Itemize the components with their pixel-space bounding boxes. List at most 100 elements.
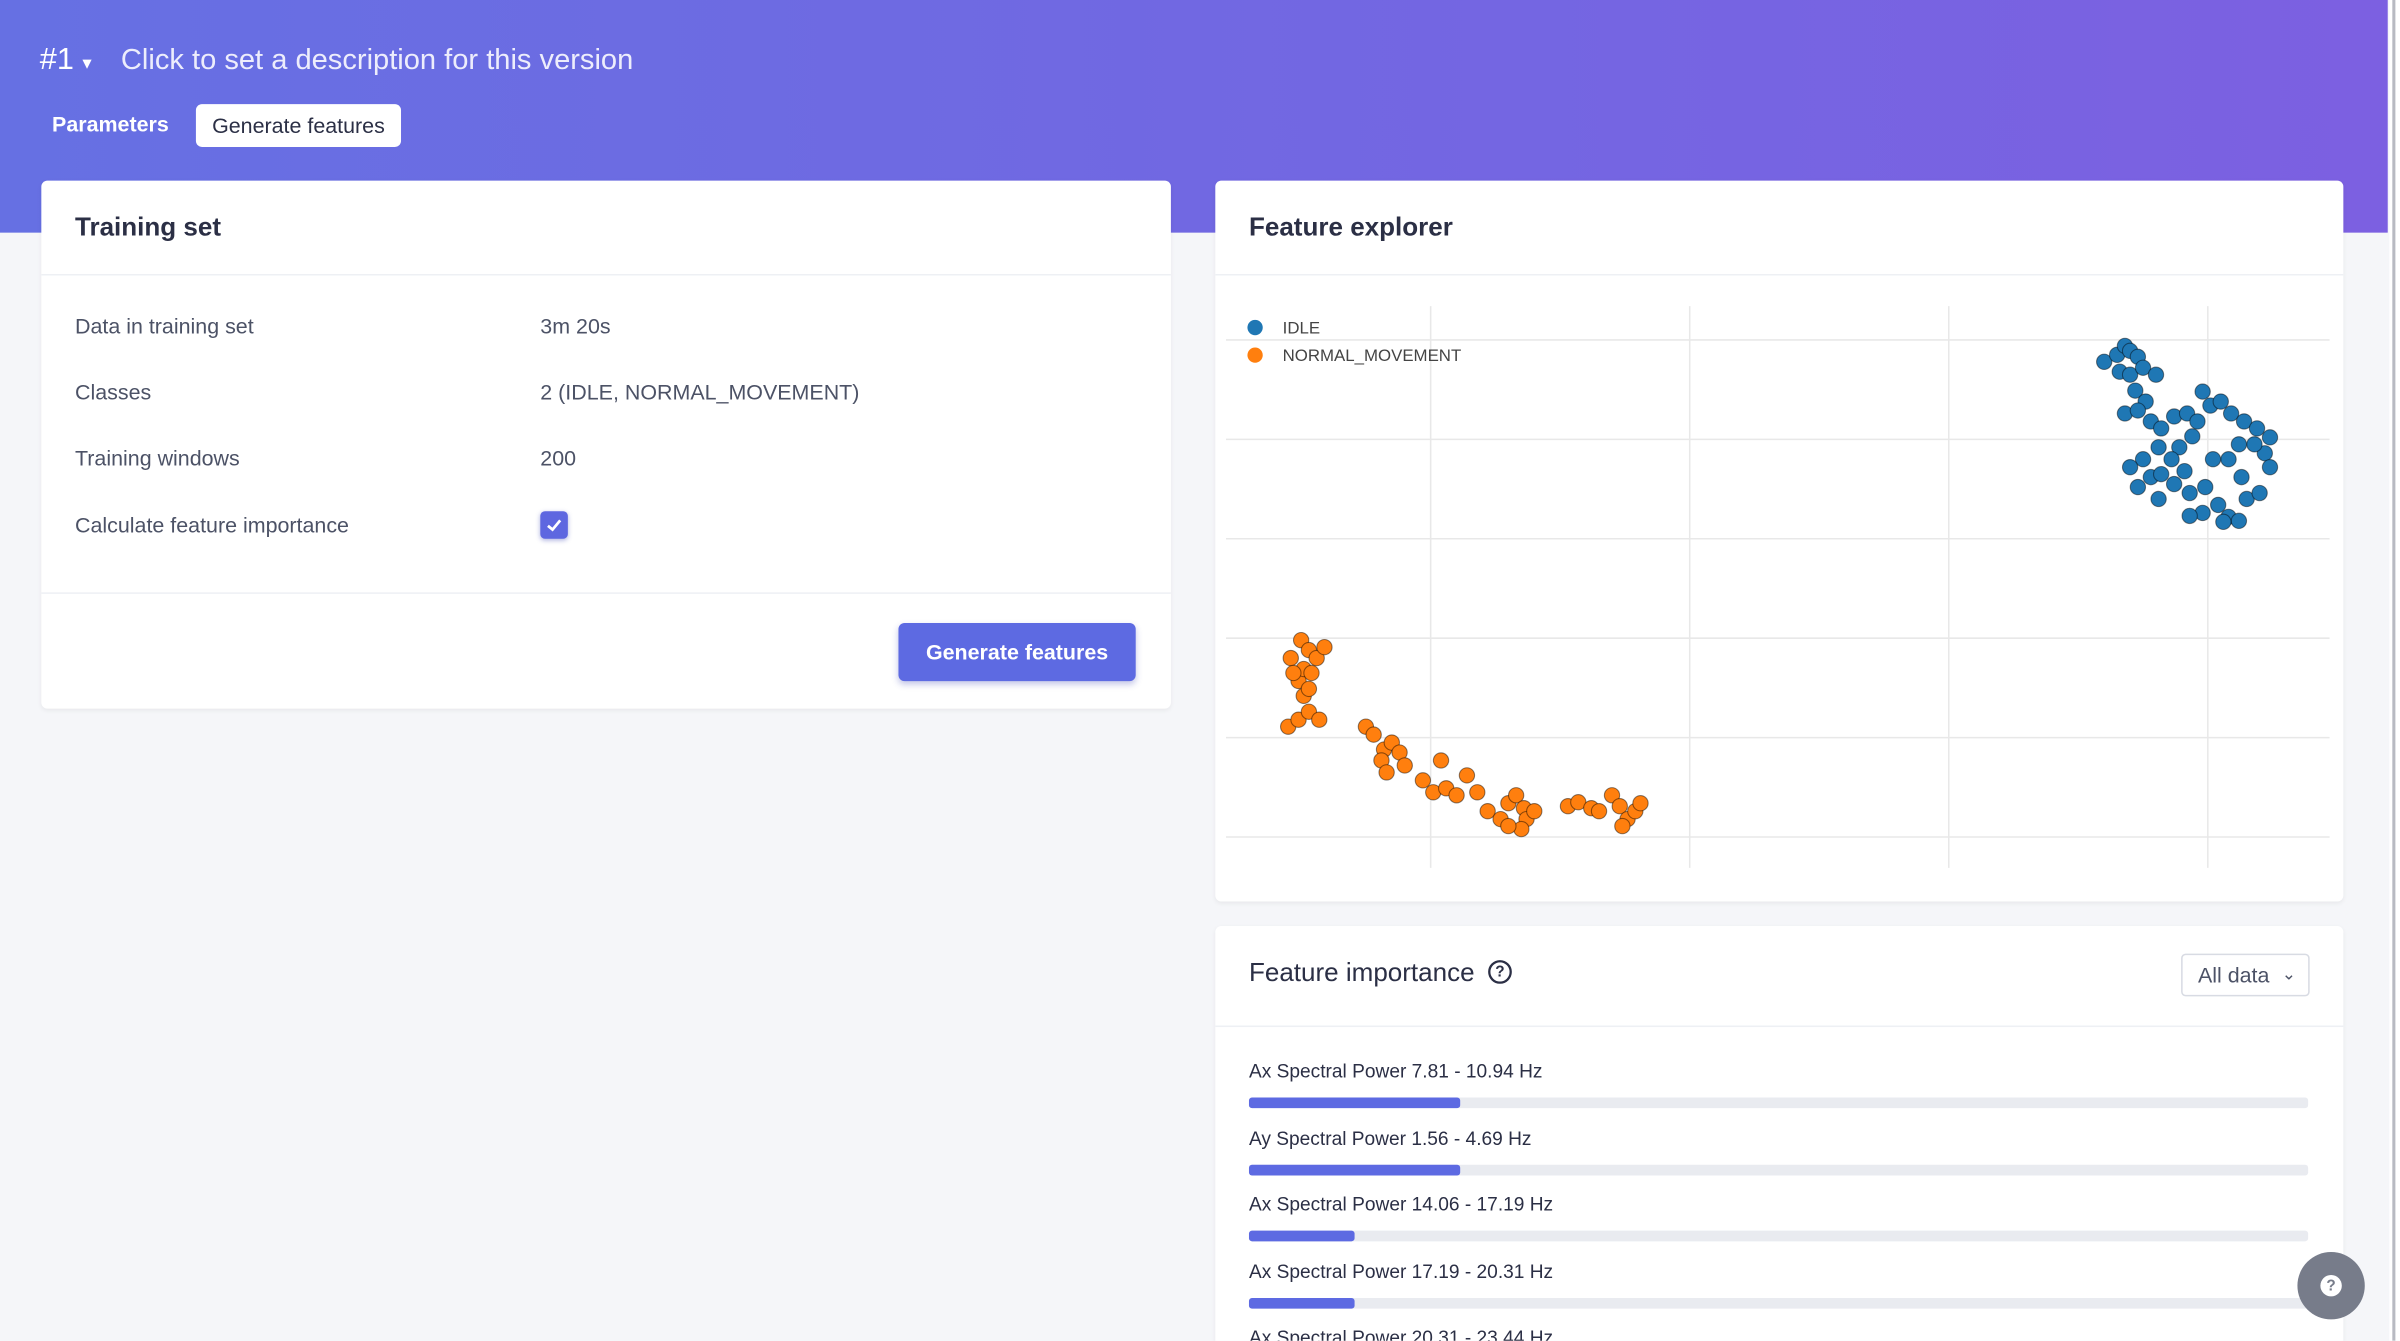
point	[2171, 439, 2188, 456]
point	[2238, 490, 2255, 508]
scrollbar	[2389, 0, 2400, 1341]
point	[2134, 359, 2152, 376]
point	[2150, 439, 2167, 456]
bar-track	[1248, 1230, 2309, 1242]
row-label: Data in training set	[74, 313, 254, 339]
row-label: Classes	[74, 379, 152, 405]
point	[1285, 664, 1302, 682]
point	[1316, 638, 1333, 656]
row-label: Calculate feature importance	[74, 512, 349, 538]
point	[1290, 711, 1307, 728]
svg-text:?: ?	[1495, 964, 1504, 981]
point	[2251, 484, 2268, 502]
point	[2163, 451, 2180, 468]
point	[2261, 429, 2279, 446]
card-title: Feature explorer	[1248, 212, 1453, 242]
point	[2261, 458, 2279, 476]
point	[2150, 490, 2167, 508]
importance-bar	[1248, 1297, 1355, 1309]
point	[1414, 772, 1432, 789]
scrollbar-thumb	[2392, 0, 2396, 1341]
row-value: 2 (IDLE, NORMAL_MOVEMENT)	[540, 379, 860, 405]
row-value: 3m 20s	[540, 313, 611, 339]
training-set-card: Training set Data in training set 3m 20s…	[41, 180, 1171, 709]
point	[2129, 402, 2147, 419]
point	[2220, 451, 2237, 468]
check	[547, 519, 562, 532]
help-icon[interactable]: ?	[1488, 960, 1512, 984]
point	[1603, 787, 1621, 804]
point	[1500, 817, 1517, 835]
feature-name: Ax Spectral Power 7.81 - 10.94 Hz	[1248, 1060, 1543, 1083]
point	[2121, 458, 2139, 476]
point	[2165, 475, 2183, 493]
legend-label: IDLE	[1283, 319, 1320, 338]
point	[2235, 413, 2253, 430]
card-title: Training set	[74, 212, 222, 242]
point	[2181, 484, 2198, 502]
row-label: Training windows	[74, 445, 240, 470]
bar-track	[1248, 1297, 2309, 1309]
point	[2096, 353, 2113, 370]
point	[2176, 462, 2193, 480]
point	[1300, 703, 1318, 720]
point	[1611, 798, 1628, 815]
legend-marker	[1247, 347, 1263, 363]
point	[2212, 393, 2229, 410]
point	[1570, 794, 1587, 811]
caret: ▾	[82, 52, 92, 74]
point	[2204, 451, 2222, 468]
point	[2184, 428, 2201, 445]
point	[2222, 405, 2240, 422]
point	[2153, 465, 2170, 483]
point	[1526, 802, 1543, 820]
filter-value: All data	[2197, 962, 2270, 988]
point	[1365, 726, 1382, 743]
point	[2134, 451, 2152, 468]
tab-active[interactable]: Generate features	[195, 104, 402, 147]
importance-bar	[1248, 1097, 1461, 1109]
point	[1507, 787, 1525, 804]
feature-name: Ax Spectral Power 20.31 - 23.44 Hz	[1248, 1327, 1554, 1341]
chevron: ⌄	[2281, 965, 2296, 985]
filter-dropdown[interactable]: All data ⌄	[2181, 953, 2310, 997]
card-title: Feature importance	[1248, 958, 1475, 988]
feature-importance-card: Feature importance ? All data ⌄ Ax Spectr…	[1215, 926, 2344, 1341]
checkbox[interactable]	[540, 511, 568, 539]
point	[1303, 664, 1320, 682]
help-button-icon: ?	[2320, 1274, 2342, 1297]
version-selector[interactable]: #1 ▾	[40, 43, 92, 78]
legend-marker	[1247, 319, 1263, 336]
divider	[41, 592, 1171, 594]
divider	[1215, 273, 2344, 276]
point	[2233, 468, 2250, 486]
point	[2127, 382, 2144, 399]
point	[2147, 366, 2165, 383]
point	[2121, 366, 2139, 383]
point	[1432, 752, 1450, 769]
point	[2178, 405, 2196, 422]
point	[1479, 802, 1496, 820]
point	[2194, 383, 2211, 400]
divider	[41, 273, 1171, 276]
feature-name: Ax Spectral Power 17.19 - 20.31 Hz	[1248, 1260, 1554, 1283]
description[interactable]: Click to set a description for this vers…	[120, 44, 634, 77]
tab[interactable]: Parameters	[52, 111, 169, 137]
point	[1458, 767, 1476, 784]
generate-button[interactable]: Generate features	[898, 622, 1136, 682]
point	[2230, 436, 2248, 453]
importance-bar	[1248, 1230, 1355, 1242]
point	[1632, 795, 1649, 812]
point	[2215, 513, 2232, 531]
point	[1282, 649, 1299, 667]
point	[2209, 496, 2227, 514]
point	[1378, 764, 1395, 781]
feature-explorer-card: Feature explorer	[1215, 180, 2344, 902]
point	[2230, 512, 2248, 530]
point	[1590, 802, 1608, 820]
point	[1300, 680, 1318, 698]
help-button[interactable]: ?	[2297, 1252, 2365, 1320]
